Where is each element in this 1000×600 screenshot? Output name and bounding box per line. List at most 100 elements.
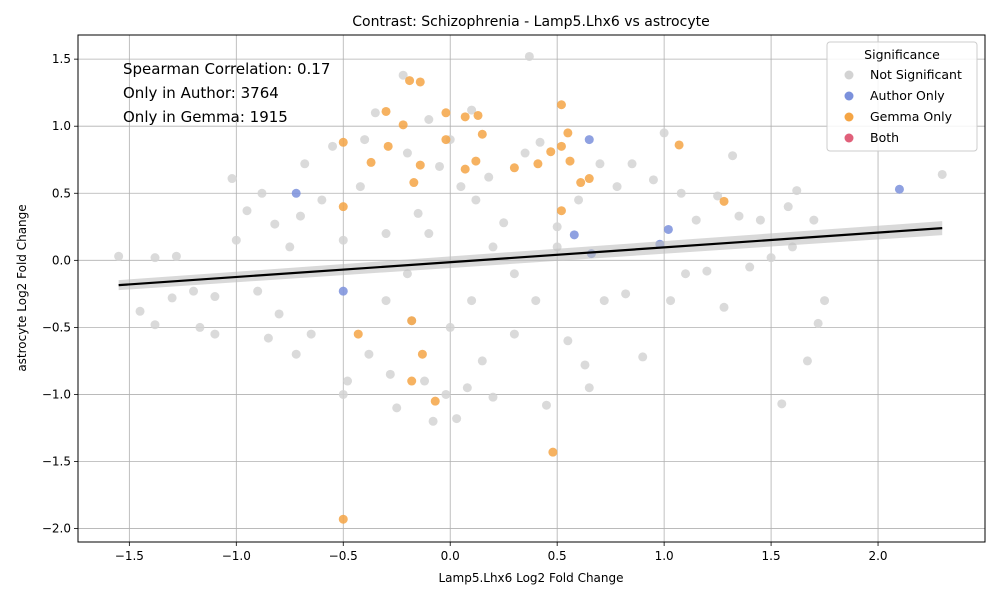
point-gemma-only bbox=[460, 112, 470, 122]
point-author-only bbox=[569, 230, 579, 240]
legend-title: Significance bbox=[864, 47, 940, 62]
point-not-significant bbox=[584, 383, 594, 393]
point-gemma-only bbox=[674, 140, 684, 150]
point-not-significant bbox=[435, 161, 445, 171]
point-gemma-only bbox=[565, 156, 575, 166]
point-not-significant bbox=[257, 188, 267, 198]
point-not-significant bbox=[691, 215, 701, 225]
point-gemma-only bbox=[546, 147, 556, 157]
point-not-significant bbox=[135, 306, 145, 316]
point-not-significant bbox=[317, 195, 327, 205]
point-not-significant bbox=[385, 369, 395, 379]
point-not-significant bbox=[777, 399, 787, 409]
point-not-significant bbox=[638, 352, 648, 362]
y-tick-label: 1.5 bbox=[52, 52, 71, 66]
point-not-significant bbox=[300, 159, 310, 169]
point-not-significant bbox=[402, 269, 412, 279]
chart-title: Contrast: Schizophrenia - Lamp5.Lhx6 vs … bbox=[352, 14, 709, 30]
point-gemma-only bbox=[471, 156, 481, 166]
point-author-only bbox=[894, 184, 904, 194]
point-not-significant bbox=[574, 195, 584, 205]
point-not-significant bbox=[150, 253, 160, 263]
point-not-significant bbox=[338, 235, 348, 245]
point-gemma-only bbox=[441, 108, 451, 118]
point-not-significant bbox=[364, 349, 374, 359]
point-not-significant bbox=[195, 322, 205, 332]
point-not-significant bbox=[509, 269, 519, 279]
point-not-significant bbox=[462, 383, 472, 393]
point-gemma-only bbox=[338, 137, 348, 147]
point-not-significant bbox=[728, 151, 738, 161]
point-not-significant bbox=[343, 376, 353, 386]
legend-label-author-only: Author Only bbox=[870, 88, 945, 103]
point-not-significant bbox=[477, 356, 487, 366]
point-not-significant bbox=[360, 135, 370, 145]
legend-box bbox=[826, 41, 978, 152]
point-not-significant bbox=[535, 137, 545, 147]
legend-swatch-not-significant bbox=[844, 70, 854, 80]
point-not-significant bbox=[524, 51, 534, 61]
y-axis-ticks: −2.0 −1.5 −1.0 −0.5 0.0 0.5 1.0 1.5 bbox=[42, 52, 78, 536]
legend-swatch-gemma-only bbox=[844, 112, 854, 122]
point-not-significant bbox=[263, 333, 273, 343]
point-gemma-only bbox=[556, 206, 566, 216]
point-not-significant bbox=[659, 128, 669, 138]
point-not-significant bbox=[802, 356, 812, 366]
point-gemma-only bbox=[417, 349, 427, 359]
point-not-significant bbox=[338, 389, 348, 399]
x-tick-label: −0.5 bbox=[329, 549, 358, 563]
point-not-significant bbox=[621, 289, 631, 299]
point-not-significant bbox=[612, 182, 622, 192]
point-not-significant bbox=[792, 186, 802, 196]
x-tick-label: −1.5 bbox=[115, 549, 144, 563]
point-gemma-only bbox=[381, 106, 391, 116]
point-not-significant bbox=[381, 296, 391, 306]
x-tick-label: −1.0 bbox=[222, 549, 251, 563]
x-tick-label: 0.5 bbox=[548, 549, 567, 563]
y-tick-label: 1.0 bbox=[52, 119, 71, 133]
point-gemma-only bbox=[441, 135, 451, 145]
point-not-significant bbox=[734, 211, 744, 221]
x-tick-label: 2.0 bbox=[868, 549, 887, 563]
point-gemma-only bbox=[719, 196, 729, 206]
point-not-significant bbox=[291, 349, 301, 359]
point-not-significant bbox=[441, 389, 451, 399]
point-not-significant bbox=[520, 148, 530, 158]
point-not-significant bbox=[189, 286, 199, 296]
point-not-significant bbox=[681, 269, 691, 279]
point-not-significant bbox=[402, 148, 412, 158]
point-gemma-only bbox=[366, 157, 376, 167]
point-not-significant bbox=[713, 191, 723, 201]
point-not-significant bbox=[398, 70, 408, 80]
point-not-significant bbox=[471, 195, 481, 205]
point-not-significant bbox=[627, 159, 637, 169]
point-not-significant bbox=[306, 329, 316, 339]
annotation-spearman: Spearman Correlation: 0.17 bbox=[123, 60, 330, 78]
legend-label-both: Both bbox=[870, 130, 899, 145]
point-not-significant bbox=[274, 309, 284, 319]
y-tick-label: −1.0 bbox=[42, 387, 71, 401]
point-not-significant bbox=[488, 242, 498, 252]
point-gemma-only bbox=[407, 376, 417, 386]
point-gemma-only bbox=[398, 120, 408, 130]
point-not-significant bbox=[595, 159, 605, 169]
point-not-significant bbox=[484, 172, 494, 182]
point-not-significant bbox=[488, 392, 498, 402]
point-gemma-only bbox=[415, 160, 425, 170]
point-not-significant bbox=[424, 115, 434, 124]
point-gemma-only bbox=[556, 141, 566, 151]
x-tick-label: 1.5 bbox=[762, 549, 781, 563]
y-tick-label: −0.5 bbox=[42, 320, 71, 334]
point-not-significant bbox=[328, 141, 338, 151]
point-not-significant bbox=[702, 266, 712, 276]
point-gemma-only bbox=[576, 178, 586, 188]
point-author-only bbox=[338, 286, 348, 296]
point-not-significant bbox=[648, 175, 658, 185]
x-tick-label: 1.0 bbox=[655, 549, 674, 563]
point-not-significant bbox=[666, 296, 676, 306]
point-gemma-only bbox=[584, 174, 594, 184]
point-not-significant bbox=[766, 253, 776, 263]
legend-label-not-significant: Not Significant bbox=[870, 67, 962, 82]
point-not-significant bbox=[719, 302, 729, 312]
legend-swatch-both bbox=[844, 133, 854, 143]
